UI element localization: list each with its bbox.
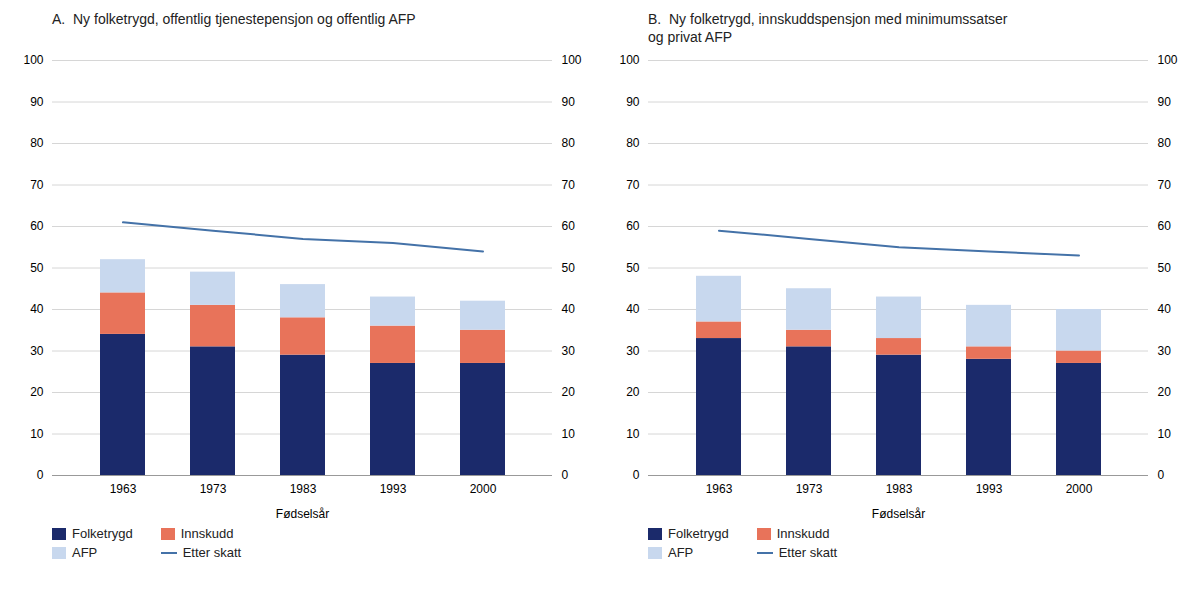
svg-text:50: 50 <box>1158 261 1172 275</box>
svg-text:80: 80 <box>562 136 576 150</box>
svg-text:70: 70 <box>30 178 44 192</box>
svg-text:1973: 1973 <box>796 482 823 496</box>
svg-text:0: 0 <box>1158 468 1165 482</box>
svg-text:100: 100 <box>23 53 43 67</box>
html-text:A. Ny folketrygd, offentlig tj: A. Ny folketrygd, offentlig tjenestepens… <box>52 11 416 27</box>
svg-text:100: 100 <box>619 53 639 67</box>
html-text:Innskudd: Innskudd <box>180 526 234 541</box>
svg-text:40: 40 <box>562 302 576 316</box>
svg-text:30: 30 <box>1158 344 1172 358</box>
svg-text:70: 70 <box>626 178 640 192</box>
svg-text:1983: 1983 <box>886 482 913 496</box>
html-text:AFP: AFP <box>72 545 98 560</box>
svg-text:30: 30 <box>562 344 576 358</box>
svg-text:1993: 1993 <box>380 482 407 496</box>
svg-text:20: 20 <box>562 385 576 399</box>
svg-text:30: 30 <box>30 344 44 358</box>
svg-text:40: 40 <box>626 302 640 316</box>
svg-text:1983: 1983 <box>290 482 317 496</box>
svg-text:90: 90 <box>562 95 576 109</box>
svg-text:10: 10 <box>626 427 640 441</box>
svg-text:0: 0 <box>37 468 44 482</box>
svg-text:10: 10 <box>1158 427 1172 441</box>
svg-text:60: 60 <box>562 219 576 233</box>
svg-text:80: 80 <box>626 136 640 150</box>
svg-text:1963: 1963 <box>110 482 137 496</box>
svg-text:40: 40 <box>1158 302 1172 316</box>
html-text:Folketrygd: Folketrygd <box>668 526 729 541</box>
svg-text:40: 40 <box>30 302 44 316</box>
svg-text:30: 30 <box>626 344 640 358</box>
html-text:Innskudd: Innskudd <box>776 526 830 541</box>
svg-text:90: 90 <box>30 95 44 109</box>
html-text:Folketrygd: Folketrygd <box>72 526 133 541</box>
svg-text:0: 0 <box>562 468 569 482</box>
svg-text:1973: 1973 <box>200 482 227 496</box>
svg-text:10: 10 <box>30 427 44 441</box>
svg-text:50: 50 <box>626 261 640 275</box>
svg-text:80: 80 <box>1158 136 1172 150</box>
html-text:Etter skatt: Etter skatt <box>182 545 242 560</box>
svg-text:50: 50 <box>30 261 44 275</box>
svg-text:50: 50 <box>562 261 576 275</box>
svg-text:90: 90 <box>626 95 640 109</box>
svg-text:100: 100 <box>1158 53 1178 67</box>
svg-text:60: 60 <box>626 219 640 233</box>
svg-text:20: 20 <box>626 385 640 399</box>
svg-text:80: 80 <box>30 136 44 150</box>
svg-text:1963: 1963 <box>706 482 733 496</box>
svg-text:70: 70 <box>1158 178 1172 192</box>
svg-text:0: 0 <box>633 468 640 482</box>
html-text:B. Ny folketrygd, innskuddspen: B. Ny folketrygd, innskuddspensjon med m… <box>648 11 1008 45</box>
html-text:Etter skatt: Etter skatt <box>778 545 838 560</box>
svg-text:20: 20 <box>30 385 44 399</box>
html-text:AFP: AFP <box>668 545 694 560</box>
svg-text:90: 90 <box>1158 95 1172 109</box>
svg-text:Fødselsår: Fødselsår <box>872 507 925 521</box>
svg-text:2000: 2000 <box>1066 482 1093 496</box>
svg-text:60: 60 <box>30 219 44 233</box>
svg-text:2000: 2000 <box>470 482 497 496</box>
svg-text:20: 20 <box>1158 385 1172 399</box>
svg-text:60: 60 <box>1158 219 1172 233</box>
svg-text:1993: 1993 <box>976 482 1003 496</box>
svg-text:10: 10 <box>562 427 576 441</box>
svg-text:100: 100 <box>562 53 582 67</box>
svg-text:Fødselsår: Fødselsår <box>276 507 329 521</box>
svg-text:70: 70 <box>562 178 576 192</box>
